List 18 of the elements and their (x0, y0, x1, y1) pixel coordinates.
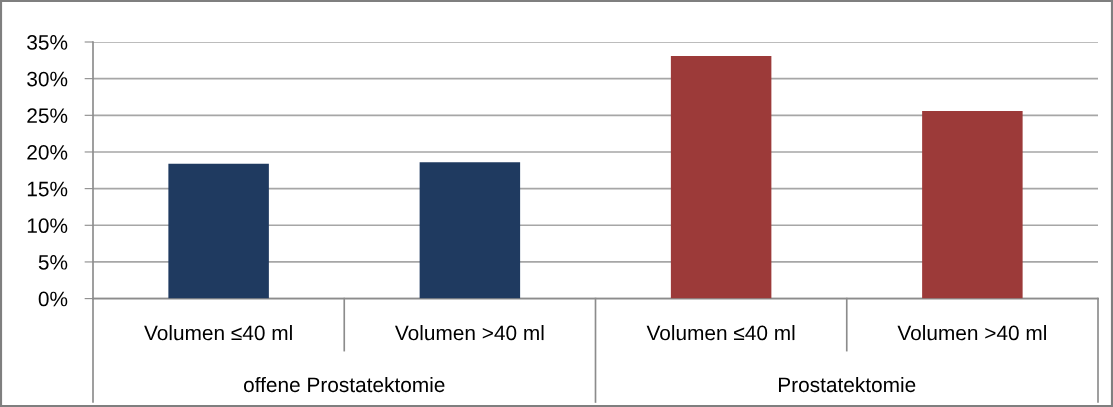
y-tick-label: 25% (27, 108, 68, 124)
text: offene Prostatektomie (243, 376, 445, 393)
y-tick-label: 10% (27, 218, 68, 234)
x-tick-label: Volumen >40 ml (897, 324, 1046, 341)
text: Prostatektomie (778, 376, 916, 393)
y-tick-label: 0% (38, 291, 68, 307)
bar (922, 110, 1023, 299)
bar (670, 55, 772, 299)
y-tick-label: 20% (27, 144, 68, 160)
y-tick-label: 30% (27, 71, 68, 87)
x-tick-label: Volumen ≤40 ml (144, 324, 292, 341)
y-tick-label: 5% (38, 255, 68, 270)
y-tick-label: 35% (27, 35, 68, 50)
bar (419, 162, 521, 299)
y-tick-label: 15% (27, 181, 68, 197)
x-tick-label: Volumen >40 ml (394, 324, 544, 341)
x-tick-label: Volumen ≤40 ml (646, 324, 795, 341)
bar (168, 163, 269, 299)
